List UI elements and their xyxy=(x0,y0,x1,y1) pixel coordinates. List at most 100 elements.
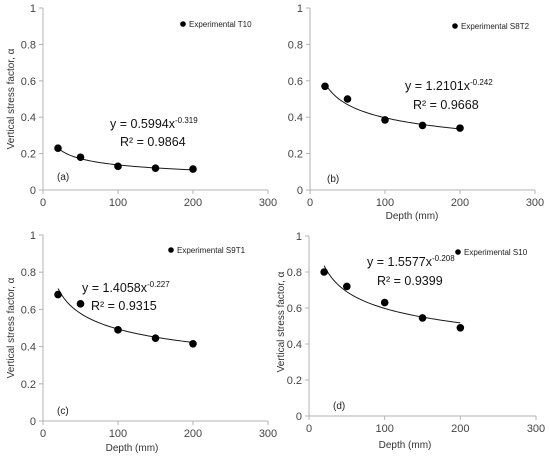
power-trendline xyxy=(323,265,461,324)
legend-marker xyxy=(180,21,186,27)
trendline-equation: y = 1.5577x-0.208 xyxy=(367,254,455,269)
y-tick-label: 0.4 xyxy=(288,112,303,124)
x-tick-label: 200 xyxy=(184,428,202,440)
equation-base: y = 1.5577x xyxy=(367,255,433,269)
x-tick-label: 200 xyxy=(451,197,469,209)
chart-panel-4: 0 0.2 0.4 0.6 0.8 1 0 100 200 300 Vertical stress … xyxy=(276,231,545,451)
data-point xyxy=(76,153,85,162)
y-tick-label: 0 xyxy=(30,185,36,197)
y-tick-label: 0 xyxy=(30,416,36,428)
panel-label: (c) xyxy=(57,406,69,417)
equation-exponent: -0.242 xyxy=(470,78,493,87)
equation-exponent: -0.227 xyxy=(147,280,170,289)
legend-label: Experimental S8T2 xyxy=(461,22,530,31)
chart-panel-2: 0 0.2 0.4 0.6 0.8 1 0 100 200 300 Depth (mm) Experi… xyxy=(288,3,544,222)
data-point xyxy=(456,124,464,132)
y-tick-label: 0 xyxy=(296,411,302,423)
data-point xyxy=(343,95,352,103)
x-tick-label: 100 xyxy=(375,423,393,435)
data-point xyxy=(381,116,389,124)
x-tick-label: 0 xyxy=(306,423,312,435)
x-axis-title: Depth (mm) xyxy=(386,211,439,222)
legend-marker xyxy=(452,23,458,29)
y-axis-title: Vertical stress factor, α xyxy=(6,48,17,149)
legend-label: Experimental T10 xyxy=(189,20,252,29)
equation-exponent: -0.208 xyxy=(432,254,455,263)
x-tick-label: 100 xyxy=(376,197,394,209)
x-tick-label: 300 xyxy=(259,197,277,209)
data-point xyxy=(189,340,197,348)
y-tick-label: 0.8 xyxy=(288,39,303,51)
y-tick-label: 0.6 xyxy=(288,76,303,88)
x-tick-label: 0 xyxy=(40,197,46,209)
panel-label: (b) xyxy=(327,174,339,185)
data-point xyxy=(418,121,427,130)
y-tick-label: 1 xyxy=(297,3,303,15)
y-tick-label: 0 xyxy=(297,185,303,197)
data-point xyxy=(320,268,328,276)
panel-label: (d) xyxy=(333,401,345,412)
y-tick-label: 0.2 xyxy=(287,375,302,387)
data-point xyxy=(76,300,85,308)
power-trendline xyxy=(324,83,461,130)
y-tick-label: 0.8 xyxy=(287,267,302,279)
y-tick-label: 0.8 xyxy=(21,267,36,279)
y-axis-title: Vertical stress factor, α xyxy=(276,271,287,372)
r-squared: R² = 0.9399 xyxy=(377,274,443,288)
r-squared: R² = 0.9864 xyxy=(120,135,186,149)
y-tick-label: 0.4 xyxy=(21,112,36,124)
trendline-equation: y = 1.2101x-0.242 xyxy=(405,78,493,93)
equation-base: y = 1.2101x xyxy=(405,79,471,93)
data-point xyxy=(151,334,160,343)
y-tick-label: 1 xyxy=(296,231,302,243)
y-tick-label: 0.2 xyxy=(21,149,36,161)
r-squared: R² = 0.9315 xyxy=(91,299,157,313)
y-tick-label: 1 xyxy=(30,230,36,242)
equation-base: y = 0.5994x xyxy=(110,117,176,131)
y-tick-label: 0.4 xyxy=(287,339,302,351)
legend-marker xyxy=(168,247,174,253)
y-tick-label: 0.8 xyxy=(21,39,36,51)
y-tick-label: 0.2 xyxy=(288,149,303,161)
x-axis-title: Depth (mm) xyxy=(379,440,432,451)
panel-label: (a) xyxy=(57,172,69,183)
data-point xyxy=(380,298,389,307)
x-tick-label: 100 xyxy=(109,197,127,209)
y-axis-title: Vertical stress factor, α xyxy=(6,277,17,378)
x-tick-label: 300 xyxy=(259,428,277,440)
trendline-equation: y = 0.5994x-0.319 xyxy=(110,116,198,131)
r-squared: R² = 0.9668 xyxy=(413,98,479,112)
x-tick-label: 0 xyxy=(307,197,313,209)
y-tick-label: 0.6 xyxy=(21,76,36,88)
data-point xyxy=(321,82,329,91)
equation-exponent: -0.319 xyxy=(175,116,198,125)
y-tick-label: 0.6 xyxy=(21,304,36,316)
data-point xyxy=(343,282,351,291)
data-point xyxy=(418,314,427,322)
y-tick-label: 1 xyxy=(30,3,36,15)
data-point xyxy=(114,326,122,334)
x-tick-label: 100 xyxy=(109,428,127,440)
data-point xyxy=(54,144,62,152)
chart-panel-3: 0 0.2 0.4 0.6 0.8 1 0 100 200 300 Vertical stress … xyxy=(6,230,277,454)
equation-base: y = 1.4058x xyxy=(82,281,148,295)
legend-label: Experimental S9T1 xyxy=(177,246,246,255)
power-trendline xyxy=(57,288,194,343)
chart-panel-1: 0 0.2 0.4 0.6 0.8 1 0 100 200 300 Vertical stress … xyxy=(6,3,277,209)
data-point xyxy=(189,165,197,173)
x-tick-label: 300 xyxy=(527,423,545,435)
data-point xyxy=(151,164,160,172)
data-point xyxy=(114,162,122,171)
x-tick-label: 0 xyxy=(40,428,46,440)
y-tick-label: 0.4 xyxy=(21,342,36,354)
x-tick-label: 200 xyxy=(451,423,469,435)
x-tick-label: 300 xyxy=(526,197,544,209)
y-tick-label: 0.6 xyxy=(287,303,302,315)
data-point xyxy=(456,324,465,332)
x-tick-label: 200 xyxy=(184,197,202,209)
x-axis-title: Depth (mm) xyxy=(106,443,159,454)
data-point xyxy=(54,290,62,299)
y-tick-label: 0.2 xyxy=(21,379,36,391)
legend-label: Experimental S10 xyxy=(464,248,528,257)
